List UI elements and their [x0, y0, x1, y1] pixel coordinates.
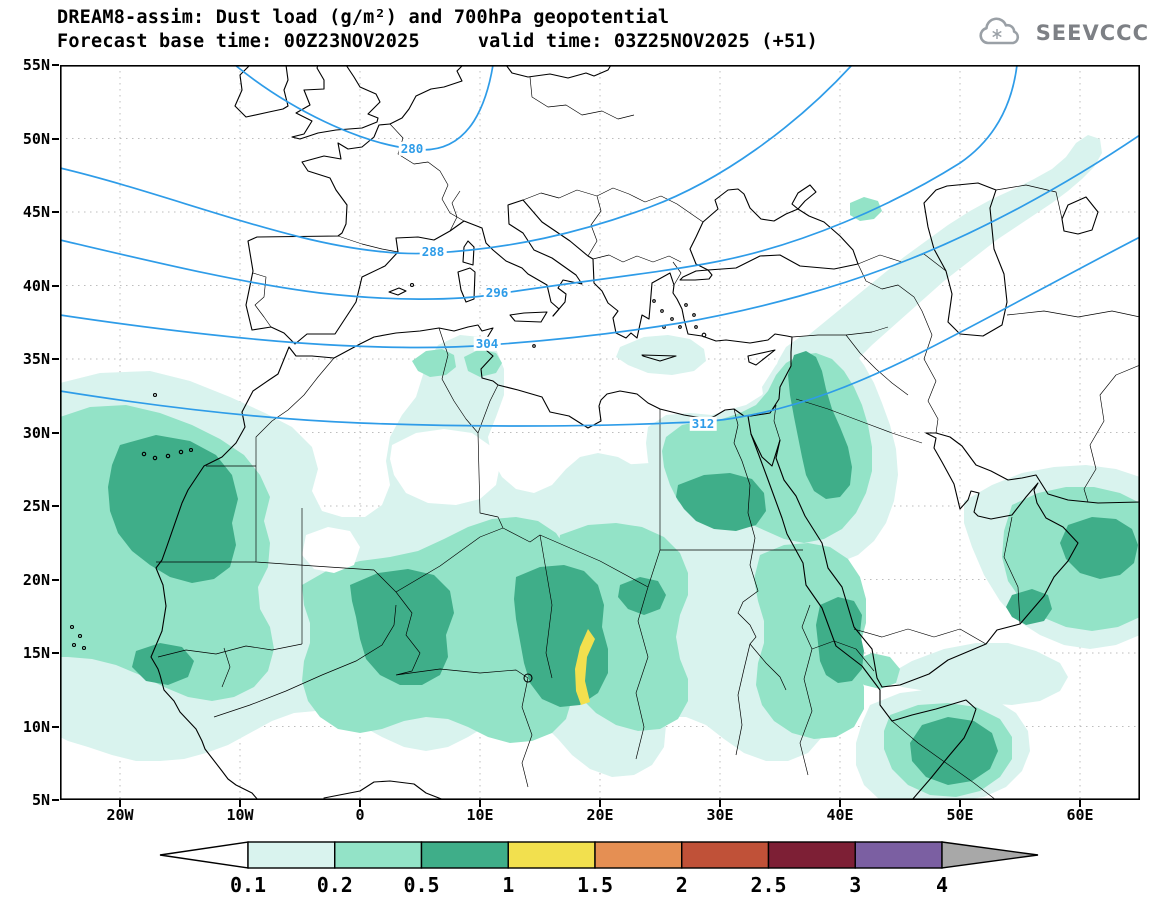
- geopotential-contour-label: 296: [483, 284, 511, 301]
- lat-tick-mark: [52, 799, 59, 801]
- colorbar-segment: [420, 841, 509, 869]
- lat-tick-mark: [52, 64, 59, 66]
- colorbar: 0.1 0.2 0.5 1 1.5 2 2.5 3 4: [159, 841, 1039, 897]
- cloud-snow-icon: [979, 17, 1019, 45]
- colorbar-tick-label: 2.5: [750, 873, 786, 897]
- geopotential-contour-label: 288: [419, 243, 447, 260]
- lat-tick-label: 35N: [22, 350, 50, 368]
- colorbar-tick-label: 4: [936, 873, 948, 897]
- colorbar-tick-label: 0.2: [317, 873, 353, 897]
- colorbar-tick-label: 0.5: [403, 873, 439, 897]
- forecast-times: Forecast base time: 00Z23NOV2025 valid t…: [57, 31, 818, 52]
- colorbar-tick-label: 0.1: [230, 873, 266, 897]
- lat-tick-mark: [52, 652, 59, 654]
- seevccc-logo: SEEVCCC: [976, 16, 1149, 50]
- dust-fill-level-1: [575, 629, 595, 705]
- page-title: DREAM8-assim: Dust load (g/m²) and 700hP…: [57, 7, 670, 28]
- lat-tick-label: 50N: [22, 129, 50, 148]
- lat-tick-mark: [52, 431, 59, 434]
- lon-tick-label: 50E: [946, 806, 974, 824]
- colorbar-segment: [507, 841, 596, 869]
- colorbar-tick-label: 1: [502, 873, 514, 897]
- lat-tick-label: 5N: [31, 791, 50, 809]
- lat-tick-mark: [52, 505, 59, 507]
- lat-tick-label: 25N: [22, 497, 50, 515]
- geopotential-contour-label: 312: [689, 415, 717, 432]
- lon-tick-mark: [359, 800, 361, 807]
- lon-tick-label: 20E: [586, 806, 614, 824]
- logo-text: SEEVCCC: [1035, 21, 1149, 45]
- lat-tick-mark: [52, 578, 59, 581]
- lon-tick-mark: [599, 800, 601, 807]
- lat-tick-label: 10N: [22, 717, 50, 736]
- geopotential-contour-label: 280: [398, 140, 426, 157]
- lat-tick-label: 20N: [22, 570, 50, 589]
- valid-time: valid time: 03Z25NOV2025 (+51): [477, 31, 818, 52]
- lon-tick-label: 40E: [826, 806, 854, 824]
- colorbar-segment: [594, 841, 683, 869]
- colorbar-segment: [247, 841, 336, 869]
- lat-tick-mark: [52, 211, 59, 213]
- lon-tick-label: 20W: [106, 806, 134, 824]
- map-frame: [60, 65, 1141, 801]
- lat-tick-mark: [52, 284, 59, 287]
- lon-tick-mark: [1079, 800, 1081, 807]
- lat-tick-label: 30N: [22, 423, 50, 442]
- lon-tick-label: 30E: [706, 806, 734, 824]
- lat-tick-label: 55N: [22, 56, 50, 74]
- rivers: [213, 408, 787, 756]
- map-canvas: [59, 64, 1141, 801]
- map-plot: [59, 64, 1141, 801]
- colorbar-underflow-arrow: [159, 841, 249, 869]
- lon-tick-label: 10E: [466, 806, 494, 824]
- lon-tick-mark: [959, 800, 961, 807]
- lon-tick-mark: [239, 800, 241, 807]
- colorbar-tick-label: 2: [676, 873, 688, 897]
- lon-tick-mark: [119, 800, 121, 807]
- lon-tick-mark: [839, 800, 841, 807]
- no-dust-pockets: [302, 429, 500, 573]
- colorbar-tick-label: 3: [849, 873, 861, 897]
- coastlines: [69, 64, 1141, 801]
- colorbar-segment: [854, 841, 943, 869]
- lon-tick-label: 0: [355, 806, 365, 824]
- colorbar-segment: [334, 841, 423, 869]
- lon-tick-mark: [479, 800, 481, 807]
- colorbar-segment: [681, 841, 770, 869]
- colorbar-overflow-arrow: [941, 841, 1039, 869]
- lat-tick-label: 45N: [22, 203, 50, 221]
- geopotential-contour-label: 304: [473, 335, 501, 352]
- colorbar-tick-label: 1.5: [577, 873, 613, 897]
- country-borders: [156, 76, 1141, 801]
- lon-tick-label: 10W: [226, 806, 254, 824]
- lat-tick-mark: [52, 725, 59, 728]
- forecast-base-time: Forecast base time: 00Z23NOV2025: [57, 31, 420, 52]
- lat-tick-mark: [52, 358, 59, 360]
- lon-tick-mark: [719, 800, 721, 807]
- colorbar-segment: [767, 841, 856, 869]
- lat-tick-label: 40N: [22, 276, 50, 295]
- lat-tick-mark: [52, 137, 59, 140]
- lon-tick-label: 60E: [1066, 806, 1094, 824]
- lat-tick-label: 15N: [22, 644, 50, 662]
